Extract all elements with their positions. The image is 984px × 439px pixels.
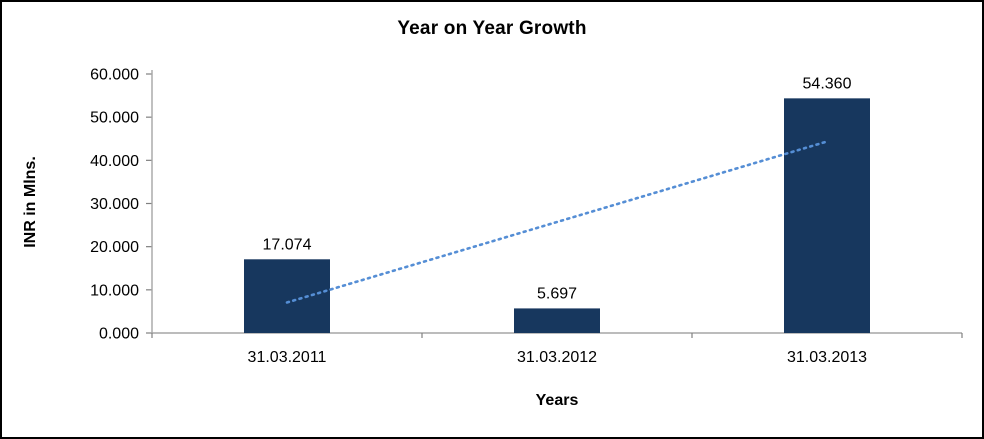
x-axis-title: Years	[535, 392, 579, 409]
y-tick-label: 10.000	[90, 282, 139, 299]
chart-title: Year on Year Growth	[397, 18, 587, 39]
bar-31.03.2011	[244, 259, 330, 333]
y-tick-label: 50.000	[90, 110, 139, 127]
y-tick-label: 20.000	[90, 239, 139, 256]
bar-data-label: 5.697	[537, 285, 577, 302]
trendline	[285, 140, 829, 304]
y-tick-label: 40.000	[90, 153, 139, 170]
x-category-label: 31.03.2013	[787, 349, 867, 366]
x-category-label: 31.03.2012	[517, 349, 597, 366]
x-category-label: 31.03.2011	[248, 349, 327, 366]
bar-data-label: 54.360	[803, 75, 852, 92]
bar-31.03.2013	[784, 98, 870, 333]
y-tick-label: 0.000	[99, 326, 139, 343]
bar-data-label: 17.074	[263, 236, 312, 253]
y-tick-label: 30.000	[90, 196, 139, 213]
y-tick-label: 60.000	[90, 67, 139, 84]
bar-31.03.2012	[514, 308, 600, 333]
